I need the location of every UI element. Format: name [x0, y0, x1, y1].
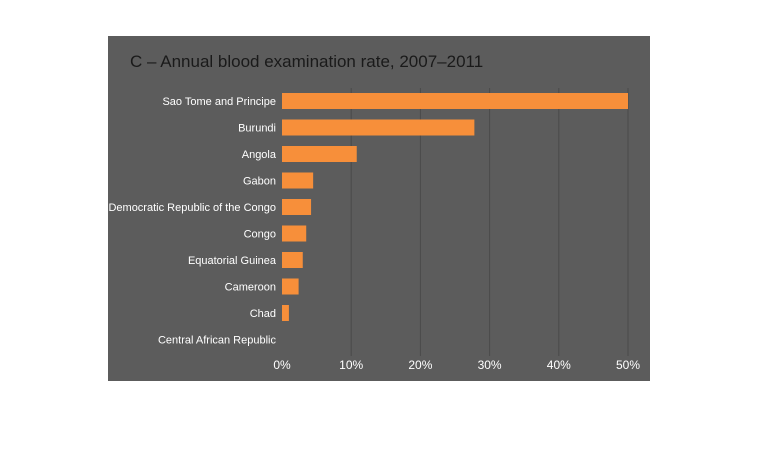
bar-chart: Sao Tome and Principe Burundi Angola Gabon D… [108, 36, 650, 381]
x-tick-label: 50% [616, 358, 640, 372]
x-tick-label: 40% [547, 358, 571, 372]
x-tick-label: 30% [478, 358, 502, 372]
category-label: Equatorial Guinea [188, 255, 277, 267]
bar [282, 93, 628, 109]
bar-layer [282, 93, 628, 321]
category-label-layer: Sao Tome and Principe Burundi Angola Gabon D… [108, 96, 276, 347]
category-label: Burundi [238, 123, 276, 135]
chart-panel: Sao Tome and Principe Burundi Angola Gabon D… [108, 36, 650, 381]
bar [282, 172, 314, 189]
bar [282, 305, 289, 321]
category-label: Central African Republic [158, 335, 277, 347]
category-label: Angola [242, 149, 277, 161]
category-label: Sao Tome and Principe [162, 96, 276, 108]
tick-label-layer: 0% 10% 20% 30% 40% 50% [273, 358, 640, 372]
bar [282, 252, 303, 268]
x-tick-label: 10% [339, 358, 363, 372]
x-tick-label: 0% [273, 358, 291, 372]
bar [282, 146, 357, 162]
category-label: Cameroon [225, 282, 276, 294]
bar [282, 119, 475, 136]
category-label: Chad [250, 308, 276, 320]
bar [282, 278, 299, 295]
bar [282, 225, 307, 242]
category-label: Gabon [243, 176, 276, 188]
chart-title: C – Annual blood examination rate, 2007–… [130, 52, 483, 71]
x-tick-label: 20% [408, 358, 432, 372]
category-label: Congo [244, 229, 276, 241]
category-label: Democratic Republic of the Congo [108, 202, 276, 214]
bar [282, 199, 312, 215]
